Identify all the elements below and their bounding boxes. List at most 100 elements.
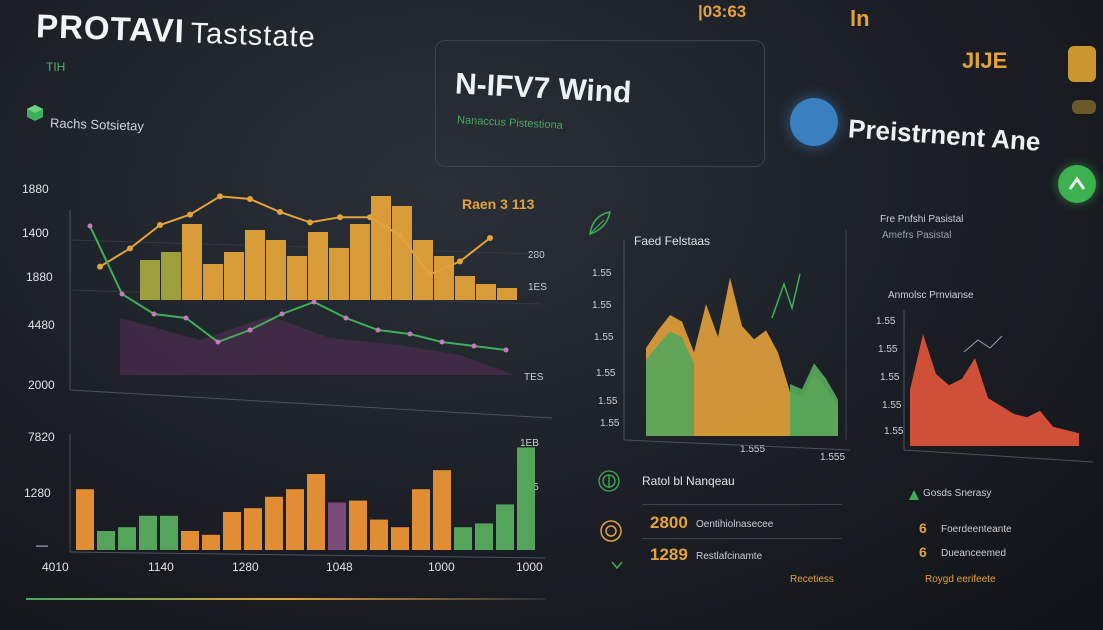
main-y-label: 1880 (26, 270, 53, 284)
main-bar (371, 196, 391, 300)
right-x-axis (903, 449, 1094, 463)
right-chart-title: Fre Pnfshi Pasistal (880, 214, 964, 225)
main-line-point (217, 193, 223, 200)
mid-x-axis (623, 439, 851, 451)
lower-bar (475, 523, 493, 550)
right-list-title: Gosds Snerasy (923, 488, 992, 499)
lower-x-axis (69, 551, 546, 559)
list-item-icon: 6 (919, 544, 927, 560)
list-item-icon: 6 (919, 520, 927, 536)
main-gridline (69, 239, 541, 255)
main-green-point (311, 299, 317, 305)
leaf-icon (589, 211, 611, 236)
lower-x-label: 1280 (232, 560, 259, 574)
triangle-icon (909, 490, 919, 500)
main-green-point (151, 311, 157, 317)
lower-bar (265, 496, 283, 550)
main-green-point (471, 343, 477, 349)
main-green-point (375, 327, 381, 333)
kpi-title: Ratol bl Nanqeau (642, 474, 735, 488)
right-chart (903, 310, 1094, 463)
lower-right-label: 1EB (520, 438, 539, 449)
kpi-value: 1289 (650, 545, 688, 564)
mid-y-label: 1.55 (600, 418, 620, 429)
mid-area-green-tail (790, 363, 838, 436)
fingerprint-icon (598, 470, 620, 492)
lower-bar (496, 504, 514, 550)
app-title: PROTAVI Taststate (35, 7, 316, 55)
main-line-point (277, 209, 283, 215)
main-line-point (397, 232, 403, 239)
main-y-label: 1400 (22, 226, 49, 240)
mid-y-label: 1.55 (594, 332, 614, 343)
main-bar (413, 240, 433, 300)
main-bar (182, 224, 202, 300)
lower-chart-panel: 7820 1280 — 1EB 135 4010 1140 1280 1048 … (0, 420, 565, 590)
main-green-point (215, 339, 221, 345)
badge-icon[interactable] (1068, 46, 1096, 82)
main-line-point (457, 258, 463, 265)
top-readout: |03:63 (698, 2, 747, 21)
lower-bar (97, 531, 115, 550)
list-item[interactable]: 6 Foerdeenteante (919, 520, 1099, 540)
kpi-caption: Restlafcinamte (696, 551, 763, 562)
right-chart-panel: Fre Pnfshi Pasistal Amefrs Pasistal Anmo… (868, 200, 1103, 480)
main-green-point (503, 347, 509, 353)
main-line-point (367, 214, 373, 221)
cube-icon (27, 105, 43, 121)
lower-y-label: — (36, 538, 48, 552)
right-list-panel: Gosds Snerasy 6 Foerdeenteante 6 Dueance… (905, 480, 1103, 590)
lower-bar (454, 527, 472, 550)
lower-x-label: 1000 (428, 560, 455, 574)
right-y-label: 1.55 (880, 372, 900, 383)
mid-area-green (646, 331, 694, 436)
main-right-label: TES (524, 372, 544, 383)
lower-bar (412, 489, 430, 550)
mid-x-label: 1.555 (820, 452, 846, 463)
mid-chart (623, 230, 851, 451)
main-bar (329, 248, 349, 300)
lower-y-label: 7820 (28, 430, 55, 444)
main-green-point (343, 315, 349, 321)
mid-x-label: 1.555 (740, 444, 766, 455)
app-title-main: PROTAVI (35, 7, 186, 50)
lower-bar (370, 519, 388, 550)
lower-bar (349, 500, 367, 550)
lower-bar (223, 512, 241, 550)
main-corner-label: Raen 3 113 (462, 196, 535, 212)
add-action-icon[interactable] (1058, 165, 1096, 203)
main-green-point (87, 223, 93, 229)
wind-card[interactable] (435, 40, 765, 167)
top-right-glyph: ln (850, 6, 870, 31)
main-bar (434, 256, 454, 300)
main-bar (455, 276, 475, 300)
mid-y-label: 1.55 (596, 368, 616, 379)
list-item[interactable]: 6 Dueanceemed (919, 544, 1099, 564)
lower-bar (307, 474, 325, 550)
kpi-row[interactable]: 2800 Oentihiolnasecee (642, 504, 842, 535)
main-bar (497, 288, 517, 300)
kpi-value: 2800 (650, 513, 688, 532)
lower-bar (517, 447, 535, 550)
main-green-point (407, 331, 413, 337)
main-bar (350, 224, 370, 300)
lower-bar (139, 515, 157, 550)
main-bar (140, 260, 160, 300)
main-bar (287, 256, 307, 300)
right-y-label: 1.55 (882, 400, 902, 411)
mid-chart-panel: Faed Felstaas 1.55 1.55 1.55 1.55 1.55 1… (580, 200, 870, 470)
spiral-icon (600, 520, 622, 542)
lower-bar (202, 534, 220, 550)
right-area-series (910, 334, 1079, 446)
main-x-axis (69, 389, 553, 419)
lower-x-label: 1048 (326, 560, 353, 574)
right-chart-subtitle: Amefrs Pasistal (882, 230, 952, 241)
chevron-down-icon (611, 561, 623, 570)
mid-y-label: 1.55 (592, 300, 612, 311)
right-y-label: 1.55 (884, 426, 904, 437)
profile-avatar-icon[interactable] (790, 98, 838, 146)
footer-divider (26, 598, 546, 600)
kpi-row[interactable]: 1289 Restlafcinamte (642, 538, 842, 569)
main-bar (392, 206, 412, 300)
lower-x-label: 1140 (148, 560, 174, 574)
